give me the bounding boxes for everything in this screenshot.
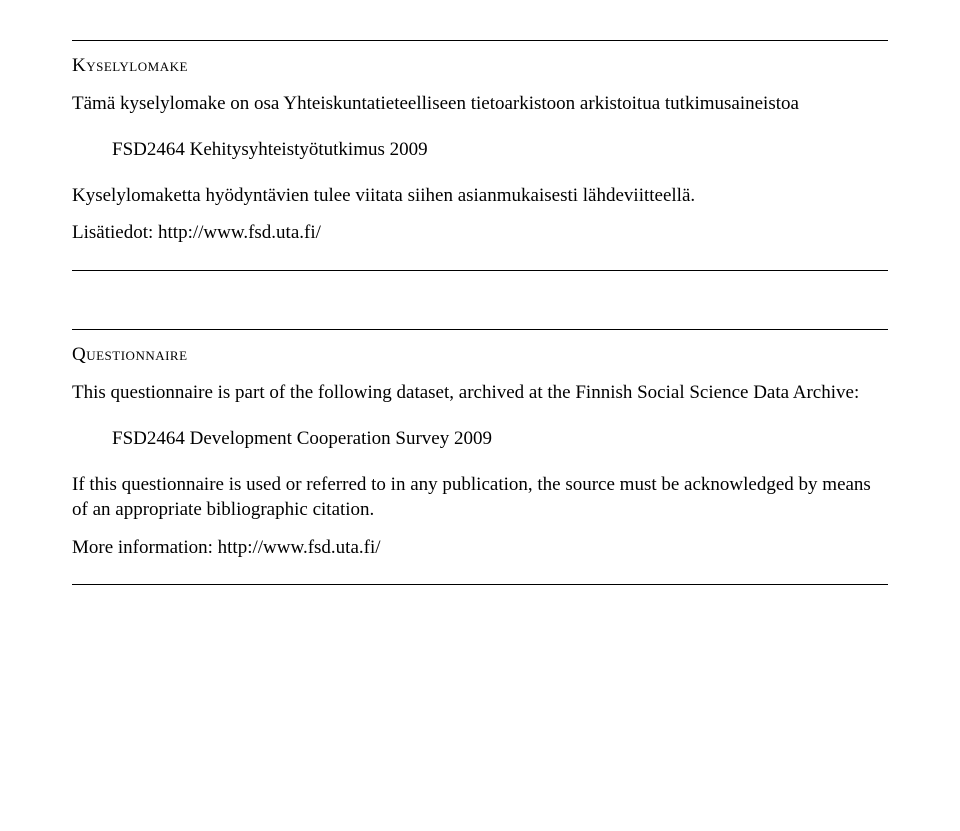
section1-heading: Kyselylomake (72, 55, 888, 77)
section1-dataset: FSD2464 Kehitysyhteistyötutkimus 2009 (112, 139, 888, 161)
bottom-rule-1 (72, 270, 888, 271)
section2-moreinfo: More information: http://www.fsd.uta.fi/ (72, 535, 888, 561)
top-rule-1 (72, 40, 888, 41)
section1-intro: Tämä kyselylomake on osa Yhteiskuntatiet… (72, 91, 888, 117)
bottom-rule-2 (72, 584, 888, 585)
top-rule-2 (72, 329, 888, 330)
section2-dataset: FSD2464 Development Cooperation Survey 2… (112, 428, 888, 450)
section2-heading: Questionnaire (72, 344, 888, 366)
section2-usage: If this questionnaire is used or referre… (72, 472, 888, 523)
section1-usage: Kyselylomaketta hyödyntävien tulee viita… (72, 183, 888, 209)
section2-intro: This questionnaire is part of the follow… (72, 380, 888, 406)
section1-moreinfo: Lisätiedot: http://www.fsd.uta.fi/ (72, 220, 888, 246)
